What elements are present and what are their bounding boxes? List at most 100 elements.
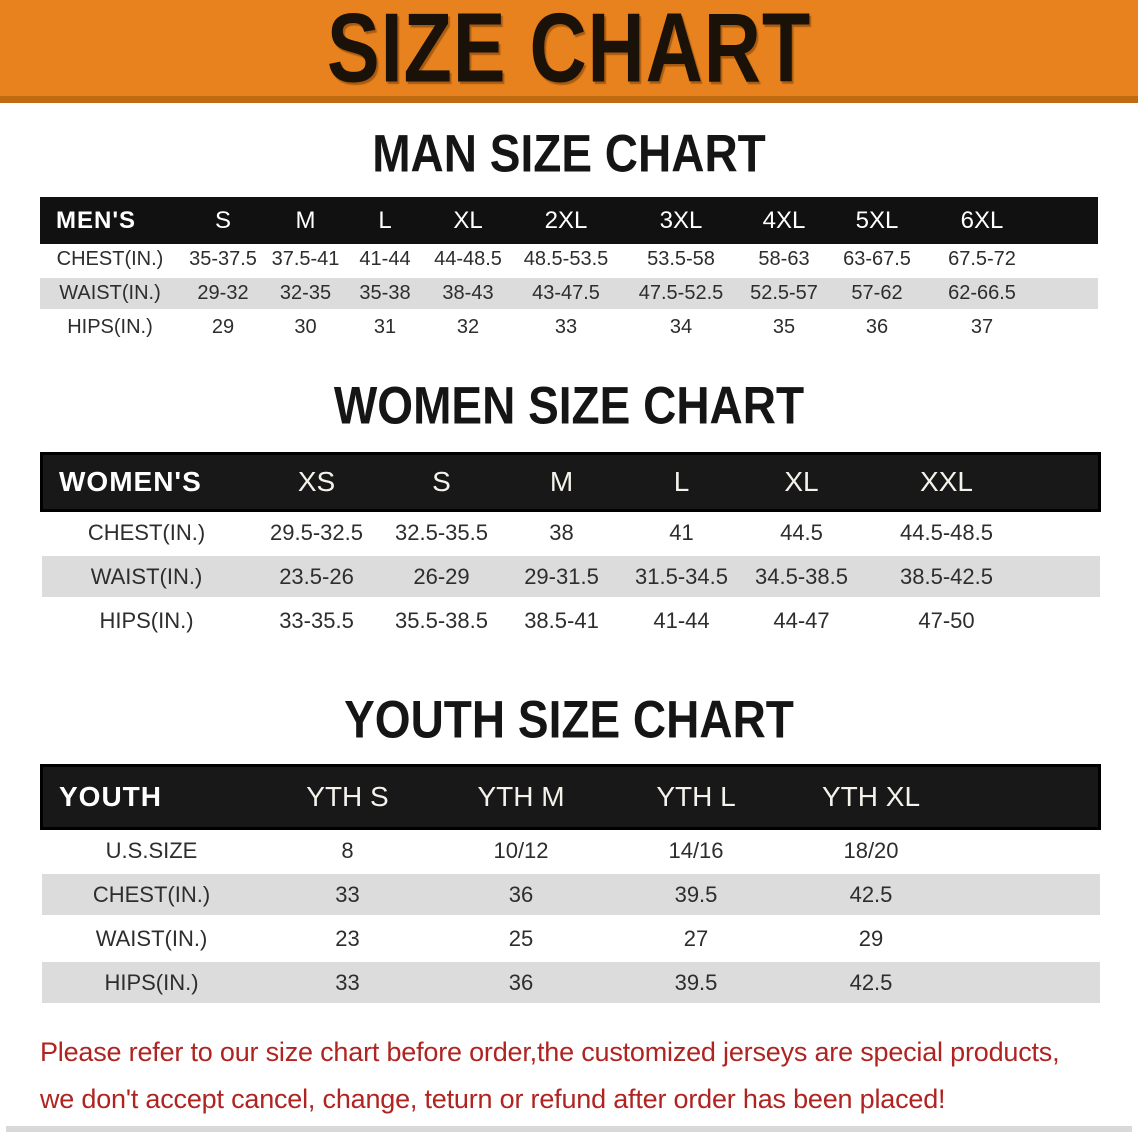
row-label: HIPS(IN.) [41, 598, 252, 641]
cell-spacer [1031, 510, 1100, 555]
cell: 48.5-53.5 [511, 244, 621, 277]
cell: 29 [783, 916, 959, 961]
cell: 36 [433, 872, 609, 917]
men-col-header: M [266, 197, 345, 244]
cell: 30 [266, 310, 345, 343]
row-label: WAIST(IN.) [41, 916, 262, 961]
youth-col-header: YTH S [261, 764, 434, 830]
cell: 38-43 [425, 276, 511, 311]
cell: 38.5-42.5 [861, 554, 1032, 599]
cell: 35 [741, 310, 827, 343]
cell: 47.5-52.5 [621, 276, 741, 311]
youth-hips-row: HIPS(IN.) 33 36 39.5 42.5 [41, 960, 1100, 1003]
men-col-header: S [180, 197, 266, 244]
cell-spacer [958, 916, 1100, 961]
man-section-heading-wrap: MAN SIZE CHART [0, 127, 1138, 180]
row-label: CHEST(IN.) [41, 510, 252, 555]
size-chart-banner: SIZE CHART [0, 0, 1138, 103]
men-col-header: L [345, 197, 425, 244]
cell: 29-31.5 [501, 554, 622, 599]
cell: 29 [180, 310, 266, 343]
disclaimer-line-2: we don't accept cancel, change, teturn o… [40, 1083, 946, 1114]
youth-table-title: YOUTH [40, 764, 262, 830]
men-col-header: 3XL [621, 197, 741, 244]
cell: 47-50 [861, 598, 1032, 641]
cell: 36 [827, 310, 927, 343]
cell-spacer [1037, 244, 1098, 277]
cell: 27 [608, 916, 784, 961]
cell: 31.5-34.5 [621, 554, 742, 599]
cell-spacer [958, 960, 1100, 1003]
cell: 29.5-32.5 [251, 510, 382, 555]
row-label: U.S.SIZE [41, 828, 262, 873]
youth-section-heading-wrap: YOUTH SIZE CHART [0, 693, 1138, 746]
women-table-header-row: WOMEN'S XS S M L XL XXL [40, 452, 1101, 512]
cell: 62-66.5 [927, 276, 1037, 311]
cell: 33-35.5 [251, 598, 382, 641]
row-label: HIPS(IN.) [40, 310, 180, 343]
women-col-header: M [501, 452, 622, 512]
cell: 33 [261, 960, 434, 1003]
cell: 34.5-38.5 [741, 554, 862, 599]
men-col-header: 5XL [827, 197, 927, 244]
cell: 41-44 [621, 598, 742, 641]
row-label: WAIST(IN.) [40, 276, 180, 311]
cell: 35-37.5 [180, 244, 266, 277]
youth-col-header: YTH XL [783, 764, 959, 830]
men-table-header-row: MEN'S S M L XL 2XL 3XL 4XL 5XL 6XL [40, 197, 1098, 244]
cell: 42.5 [783, 960, 959, 1003]
men-waist-row: WAIST(IN.) 29-32 32-35 35-38 38-43 43-47… [40, 276, 1098, 311]
cell: 29-32 [180, 276, 266, 311]
women-header-spacer [1031, 452, 1101, 512]
row-label: CHEST(IN.) [40, 244, 180, 277]
cell: 35.5-38.5 [381, 598, 502, 641]
cell: 23 [261, 916, 434, 961]
women-col-header: XL [741, 452, 862, 512]
men-col-header: 2XL [511, 197, 621, 244]
cell: 63-67.5 [827, 244, 927, 277]
men-chest-row: CHEST(IN.) 35-37.5 37.5-41 41-44 44-48.5… [40, 244, 1098, 277]
cell-spacer [1037, 276, 1098, 311]
cell: 58-63 [741, 244, 827, 277]
cell: 26-29 [381, 554, 502, 599]
cell: 32-35 [266, 276, 345, 311]
cell: 34 [621, 310, 741, 343]
row-label: WAIST(IN.) [41, 554, 252, 599]
youth-header-spacer [958, 764, 1101, 830]
men-col-header: XL [425, 197, 511, 244]
youth-size-table: YOUTH YTH S YTH M YTH L YTH XL U.S.SIZE … [40, 764, 1101, 1003]
cell: 38.5-41 [501, 598, 622, 641]
cell: 10/12 [433, 828, 609, 873]
banner-title: SIZE CHART [326, 0, 812, 103]
cell: 42.5 [783, 872, 959, 917]
men-col-header: 6XL [927, 197, 1037, 244]
row-label: CHEST(IN.) [41, 872, 262, 917]
women-col-header: XS [251, 452, 382, 512]
women-table-title: WOMEN'S [40, 452, 252, 512]
cell: 41 [621, 510, 742, 555]
cell-spacer [958, 872, 1100, 917]
youth-section-heading: YOUTH SIZE CHART [344, 689, 794, 749]
men-header-spacer [1037, 197, 1098, 244]
cell: 32 [425, 310, 511, 343]
cell: 35-38 [345, 276, 425, 311]
cell-spacer [1031, 554, 1100, 599]
women-chest-row: CHEST(IN.) 29.5-32.5 32.5-35.5 38 41 44.… [41, 510, 1100, 555]
youth-table-header-row: YOUTH YTH S YTH M YTH L YTH XL [40, 764, 1101, 830]
women-hips-row: HIPS(IN.) 33-35.5 35.5-38.5 38.5-41 41-4… [41, 598, 1100, 641]
women-col-header: S [381, 452, 502, 512]
youth-waist-row: WAIST(IN.) 23 25 27 29 [41, 916, 1100, 961]
women-size-table: WOMEN'S XS S M L XL XXL CHEST(IN.) 29.5-… [40, 452, 1101, 641]
cell: 14/16 [608, 828, 784, 873]
women-col-header: XXL [861, 452, 1032, 512]
cell: 32.5-35.5 [381, 510, 502, 555]
cell: 52.5-57 [741, 276, 827, 311]
bottom-edge-strip [6, 1126, 1132, 1132]
cell: 43-47.5 [511, 276, 621, 311]
cell: 67.5-72 [927, 244, 1037, 277]
women-col-header: L [621, 452, 742, 512]
cell: 37 [927, 310, 1037, 343]
cell: 57-62 [827, 276, 927, 311]
cell-spacer [1037, 310, 1098, 343]
cell: 44.5-48.5 [861, 510, 1032, 555]
